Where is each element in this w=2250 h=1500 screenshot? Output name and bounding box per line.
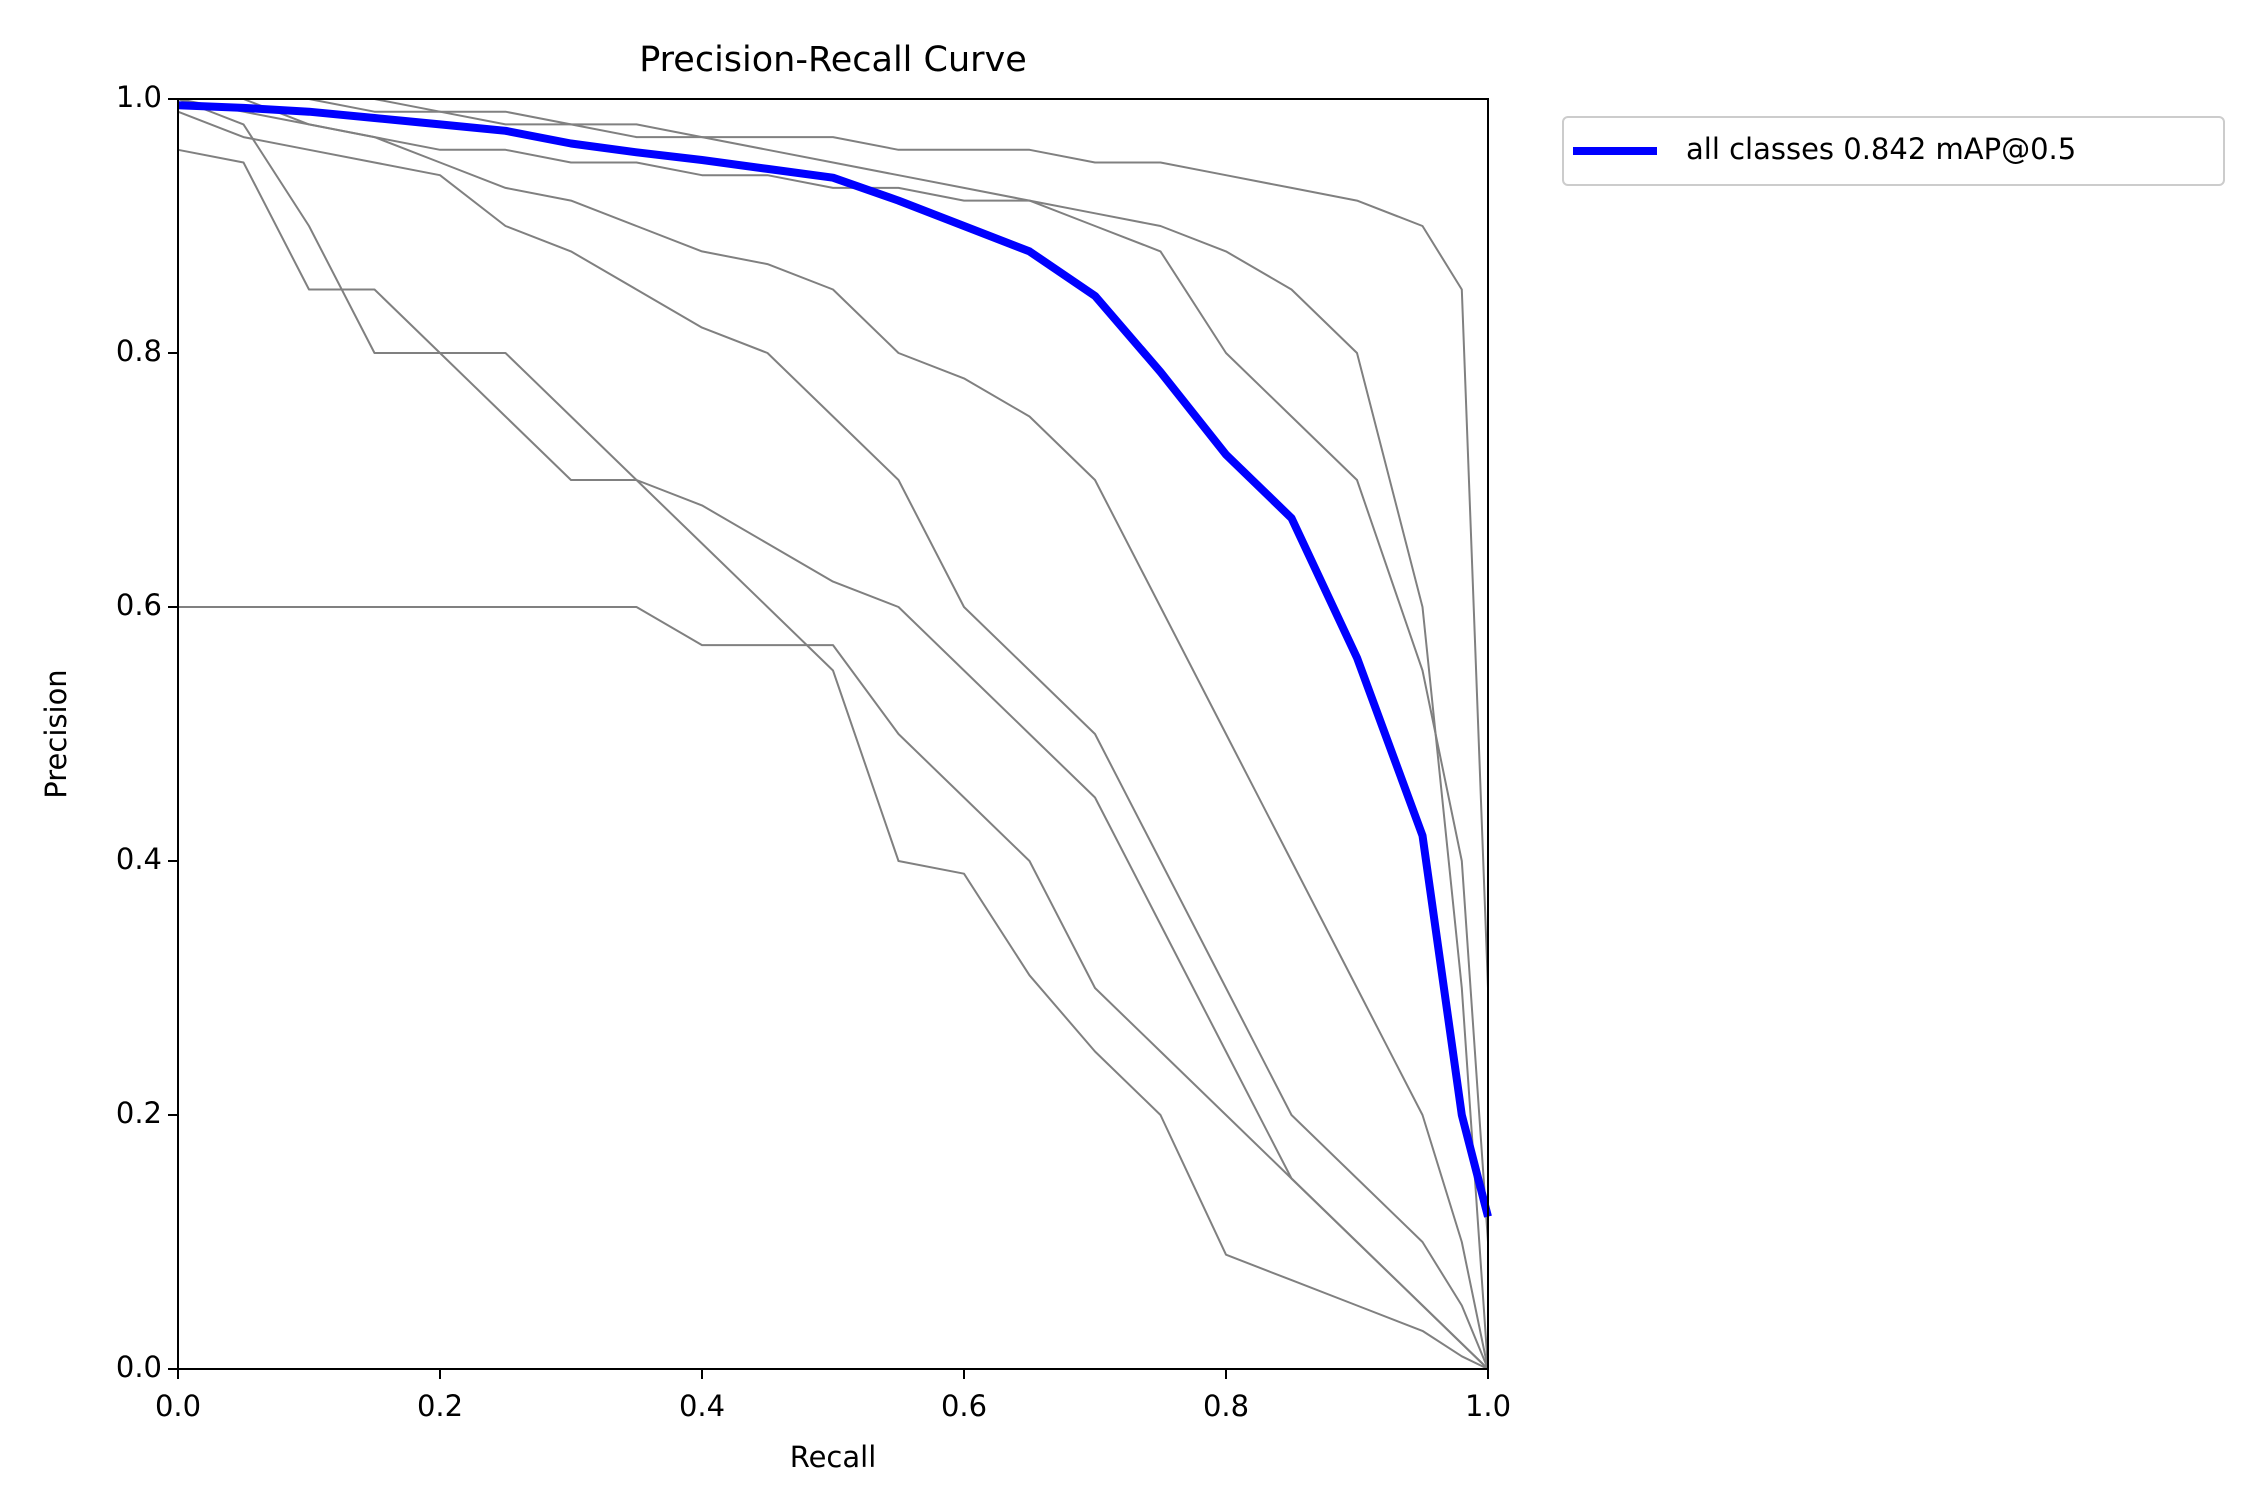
pr-curve — [177, 148, 1489, 1370]
x-tick-label: 1.0 — [1465, 1389, 1511, 1423]
pr-curve — [177, 110, 1489, 1370]
x-tick-label: 0.8 — [1203, 1389, 1249, 1423]
pr-curve — [178, 98, 1489, 989]
y-tick-label: 0.6 — [116, 588, 162, 622]
y-axis-label: Precision — [39, 669, 73, 798]
pr-curve — [178, 98, 1489, 1243]
y-tick-label: 0.0 — [116, 1350, 162, 1384]
pr-curve — [177, 98, 1489, 1370]
plot-frame — [177, 98, 1489, 1370]
pr-curve — [177, 98, 1489, 1370]
y-tick-label: 0.2 — [116, 1096, 162, 1130]
x-axis-label: Recall — [790, 1440, 877, 1474]
chart-title: Precision-Recall Curve — [639, 40, 1027, 80]
x-tick-label: 0.6 — [941, 1389, 987, 1423]
legend-label: all classes 0.842 mAP@0.5 — [1686, 132, 2076, 166]
x-tick-label: 0.4 — [679, 1389, 725, 1423]
y-tick-label: 0.8 — [116, 334, 162, 368]
y-tick-label: 0.4 — [116, 842, 162, 876]
legend-box — [1562, 116, 2225, 186]
pr-curve — [177, 101, 1492, 1218]
x-tick-label: 0.2 — [417, 1389, 463, 1423]
y-tick-label: 1.0 — [116, 80, 162, 114]
x-tick-label: 0.0 — [155, 1389, 201, 1423]
pr-curve — [178, 606, 1489, 1370]
